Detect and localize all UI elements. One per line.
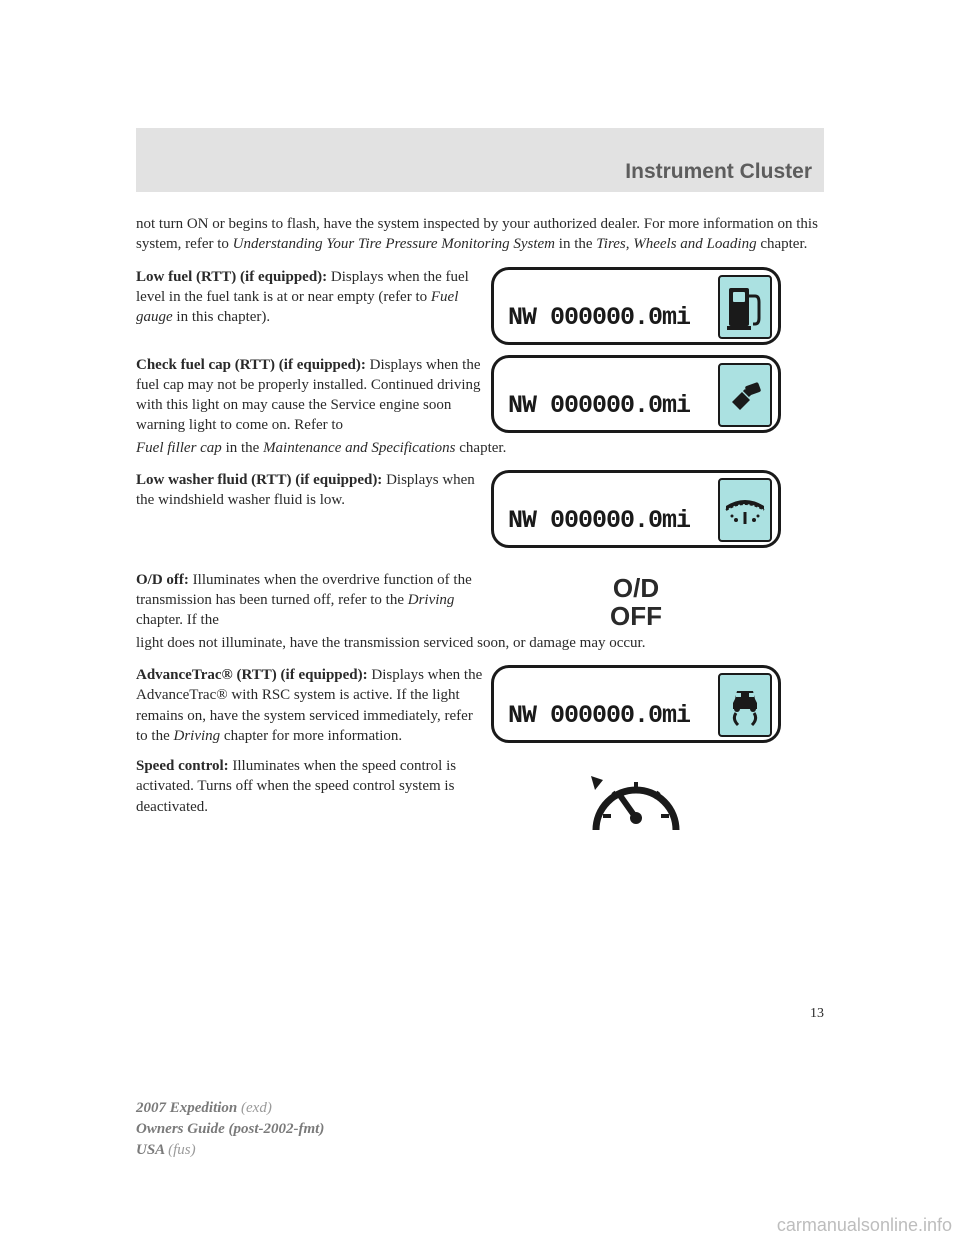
speed-figure [491,756,781,840]
advtrac-figure: NW 000000.0mi [491,665,781,743]
od-cont-text: light does not illuminate, have the tran… [136,635,645,651]
speed-text: Speed control: Illuminates when the spee… [136,756,491,817]
fuel-cap-text: Check fuel cap (RTT) (if equipped): Disp… [136,355,491,436]
rtt-odometer-text-4: NW 000000.0mi [508,701,690,730]
washer-fluid-icon [718,478,772,542]
section-advancetrac: AdvanceTrac® (RTT) (if equipped): Displa… [136,665,824,746]
fuel-cap-icon [718,363,772,427]
advtrac-text: AdvanceTrac® (RTT) (if equipped): Displa… [136,665,491,746]
page-number: 13 [810,1006,824,1022]
footer-guide: Owners Guide (post-2002-fmt) [136,1121,324,1137]
od-ital: Driving [408,592,455,608]
advtrac-ital: Driving [174,728,221,744]
washer-text: Low washer fluid (RTT) (if equipped): Di… [136,470,491,511]
fuel-cap-continuation: Fuel filler cap in the Maintenance and S… [136,438,824,458]
intro-text-tail: chapter. [760,236,807,252]
footer: 2007 Expedition (exd) Owners Guide (post… [136,1098,324,1161]
fuel-cap-figure: NW 000000.0mi [491,355,781,433]
rtt-display-washer: NW 000000.0mi [491,470,781,548]
rtt-display-advtrac: NW 000000.0mi [491,665,781,743]
rtt-odometer-text: NW 000000.0mi [508,303,690,332]
speed-head: Speed control: [136,758,229,774]
rtt-display-low-fuel: NW 000000.0mi [491,267,781,345]
fuel-cap-tail: chapter. [459,440,506,456]
footer-model: 2007 Expedition [136,1100,241,1116]
od-text: O/D off: Illuminates when the overdrive … [136,570,491,631]
low-fuel-head: Low fuel (RTT) (if equipped): [136,269,327,285]
chapter-title: Instrument Cluster [625,160,812,184]
od-head: O/D off: [136,572,189,588]
advancetrac-icon [718,673,772,737]
section-low-fuel: Low fuel (RTT) (if equipped): Displays w… [136,267,824,345]
fuel-cap-ital1: Fuel filler cap [136,440,222,456]
low-fuel-body2: in this chapter). [176,309,270,325]
footer-line-3: USA (fus) [136,1140,324,1161]
fuel-pump-icon [718,275,772,339]
chapter-header-bar: Instrument Cluster [136,128,824,192]
washer-figure: NW 000000.0mi [491,470,781,548]
footer-line-2: Owners Guide (post-2002-fmt) [136,1119,324,1140]
washer-head: Low washer fluid (RTT) (if equipped): [136,472,382,488]
footer-region: USA [136,1142,168,1158]
footer-code1: (exd) [241,1100,272,1116]
footer-line-1: 2007 Expedition (exd) [136,1098,324,1119]
advtrac-body2: chapter for more information. [224,728,402,744]
intro-paragraph: not turn ON or begins to flash, have the… [136,214,824,255]
section-od-row: O/D off: Illuminates when the overdrive … [136,570,824,631]
section-fuel-cap-row: Check fuel cap (RTT) (if equipped): Disp… [136,355,824,436]
intro-italic-2: Tires, Wheels and Loading [596,236,756,252]
speedometer-icon [491,756,781,840]
od-continuation: light does not illuminate, have the tran… [136,633,824,653]
od-off-label: O/DOFF [491,570,781,631]
od-figure: O/DOFF [491,570,781,631]
rtt-display-fuel-cap: NW 000000.0mi [491,355,781,433]
watermark: carmanualsonline.info [777,1215,952,1236]
advtrac-head: AdvanceTrac® (RTT) (if equipped): [136,667,368,683]
fuel-cap-mid: in the [226,440,264,456]
low-fuel-text: Low fuel (RTT) (if equipped): Displays w… [136,267,491,328]
page: Instrument Cluster not turn ON or begins… [0,0,960,1242]
footer-code2: (fus) [168,1142,196,1158]
fuel-cap-ital2: Maintenance and Specifications [263,440,455,456]
content-area: not turn ON or begins to flash, have the… [136,214,824,850]
low-fuel-figure: NW 000000.0mi [491,267,781,345]
section-speed-control: Speed control: Illuminates when the spee… [136,756,824,840]
rtt-odometer-text-2: NW 000000.0mi [508,391,690,420]
intro-italic-1: Understanding Your Tire Pressure Monitor… [233,236,555,252]
od-chapter-word: chapter. If the [136,612,219,628]
rtt-odometer-text-3: NW 000000.0mi [508,506,690,535]
intro-text-mid: in the [559,236,597,252]
section-washer: Low washer fluid (RTT) (if equipped): Di… [136,470,824,548]
fuel-cap-head: Check fuel cap (RTT) (if equipped): [136,357,366,373]
